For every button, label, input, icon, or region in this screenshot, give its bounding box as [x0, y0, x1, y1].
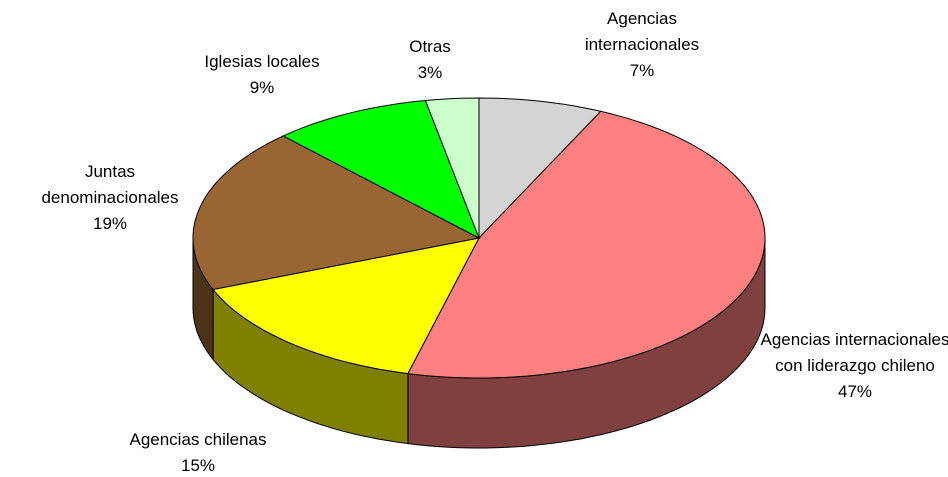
slice-label: Juntas denominacionales 19%: [25, 159, 195, 237]
category-name: Otras: [409, 37, 451, 56]
slice-label: Otras 3%: [390, 34, 470, 86]
value-label: 9%: [249, 78, 275, 97]
value-label: 7%: [629, 61, 655, 80]
category-name: Iglesias locales: [204, 52, 320, 71]
slice-label: Agencias chilenas 15%: [98, 427, 298, 477]
slice-label: Agencias internacionales con liderazgo c…: [760, 327, 948, 405]
category-name: Juntas denominacionales: [41, 162, 179, 207]
category-name: Agencias internacionales con liderazgo c…: [760, 330, 948, 375]
slice: [424, 97, 480, 239]
slice: [478, 97, 602, 240]
slice: [192, 135, 481, 291]
category-name: Agencias chilenas: [129, 430, 267, 449]
category-name: Agencias internacionales: [584, 9, 700, 54]
value-label: 47%: [837, 382, 873, 401]
value-label: 15%: [180, 456, 216, 475]
slice: [282, 99, 480, 240]
slice: [407, 110, 766, 379]
slice-label: Agencias internacionales 7%: [567, 6, 717, 84]
value-label: 19%: [92, 214, 128, 233]
value-label: 3%: [417, 63, 443, 82]
slice-label: Iglesias locales 9%: [177, 49, 347, 101]
slice: [212, 237, 480, 375]
